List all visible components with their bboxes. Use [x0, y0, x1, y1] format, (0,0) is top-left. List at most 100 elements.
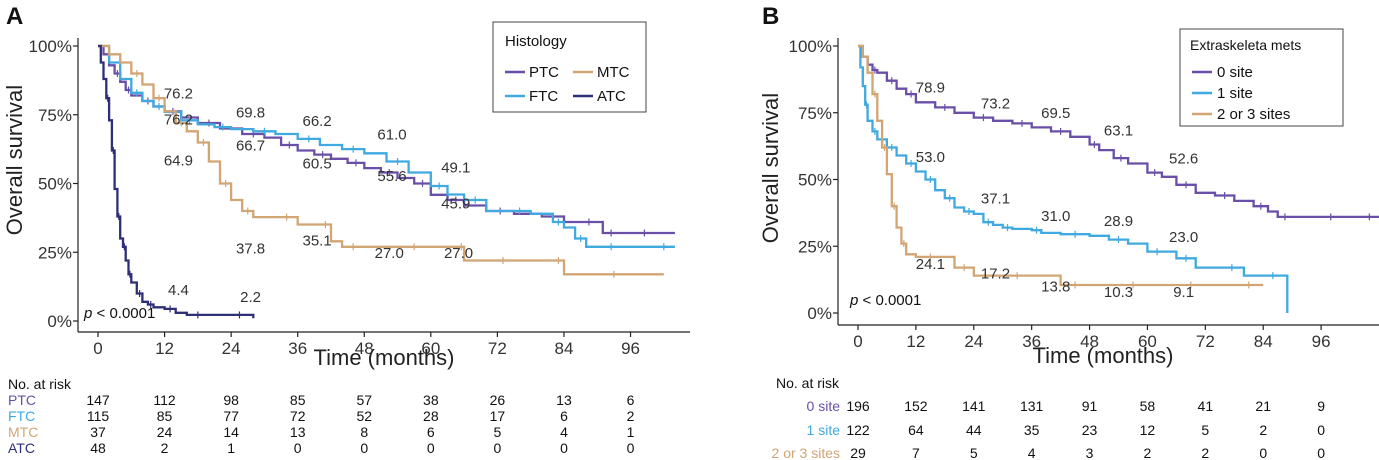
survival-annotation: 13.8 [1041, 279, 1070, 296]
legend-label-ftc: FTC [529, 88, 558, 105]
legend-label-1-site: 1 site [1217, 85, 1253, 102]
risk-cell-2-or-3-sites: 29 [850, 445, 866, 460]
survival-annotation: 45.9 [441, 195, 470, 212]
panel-b-risk-title: No. at risk [776, 375, 840, 391]
risk-cell-atc: 0 [294, 440, 302, 456]
panel-b-x-tick-label: 36 [1022, 332, 1041, 351]
panel-b-y-tick-label: 75% [798, 104, 832, 123]
survival-annotation: 66.7 [236, 138, 265, 155]
risk-cell-mtc: 37 [90, 424, 106, 440]
panel-a-x-tick-label: 36 [288, 339, 307, 358]
legend-entry-ptc: PTC [505, 64, 559, 81]
panel-a-curves [98, 44, 675, 319]
panel-a-risk-title: No. at risk [8, 376, 72, 392]
risk-cell-ftc: 115 [87, 408, 110, 424]
risk-cell-2-or-3-sites: 5 [970, 445, 978, 460]
risk-row-label-atc: ATC [8, 440, 35, 456]
panel-b-risk-rows: 0 site 196 152 141 131 91 58 41 21 91 site 122 64 44… [772, 398, 1326, 460]
legend-entry-mtc: MTC [573, 64, 630, 81]
risk-cell-atc: 0 [360, 440, 368, 456]
legend-entry-ftc: FTC [505, 88, 558, 105]
panel-b-legend-box [1179, 28, 1344, 127]
survival-annotation: 76.2 [164, 111, 193, 128]
panel-a-x-tick-label: 96 [621, 339, 640, 358]
survival-annotation: 27.0 [444, 245, 473, 262]
km-curve-2-or-3-sites [858, 44, 1264, 287]
survival-annotation: 66.2 [303, 113, 332, 130]
panel-a-annotations: 76.2 69.8 66.2 61.0 49.1 76.2 66.7 60.5 55.6 45.9… [164, 85, 473, 306]
legend-label-ptc: PTC [529, 64, 559, 81]
risk-cell-1-site: 5 [1201, 422, 1209, 438]
survival-annotation: 69.8 [236, 105, 265, 122]
risk-cell-2-or-3-sites: 2 [1144, 445, 1152, 460]
panel-b-y-tick-label: 50% [798, 171, 832, 190]
panel-b-y-tick-label: 100% [789, 37, 832, 56]
risk-cell-mtc: 24 [157, 424, 173, 440]
risk-row-label-1-site: 1 site [807, 422, 841, 438]
panel-a-x-tick-label: 48 [355, 339, 374, 358]
survival-annotation: 52.6 [1169, 150, 1198, 167]
panel-b-x-tick-label: 72 [1196, 332, 1215, 351]
panel-b-legend: Extraskeleta mets 0 site 1 site 2 or 3 s… [1179, 28, 1344, 127]
survival-annotation: 60.5 [303, 155, 332, 172]
risk-row-label-0-site: 0 site [807, 398, 841, 414]
legend-entry-atc: ATC [573, 88, 626, 105]
risk-cell-ptc: 85 [290, 392, 306, 408]
risk-cell-2-or-3-sites: 4 [1028, 445, 1036, 460]
risk-cell-mtc: 14 [223, 424, 239, 440]
survival-annotation: 24.1 [916, 256, 945, 273]
survival-annotation: 4.4 [168, 282, 189, 299]
risk-cell-0-site: 91 [1082, 398, 1098, 414]
panel-a-y-tick-label: 0% [47, 312, 72, 331]
risk-cell-atc: 0 [627, 440, 635, 456]
survival-annotation: 64.9 [164, 153, 193, 170]
panel-a-x-tick-label: 60 [421, 339, 440, 358]
risk-row-label-ftc: FTC [8, 408, 35, 424]
risk-cell-ftc: 17 [490, 408, 506, 424]
risk-cell-ptc: 26 [490, 392, 506, 408]
survival-annotation: 37.8 [236, 241, 265, 258]
survival-annotation: 73.2 [981, 96, 1010, 113]
panel-b-risk-table: No. at risk 0 site 196 152 141 131 91 58 41 21 9 1… [772, 375, 1326, 460]
risk-cell-ptc: 112 [153, 392, 176, 408]
panel-a-y-ticks: 0% 25% 50% 75% 100% [29, 37, 78, 331]
risk-cell-ptc: 147 [86, 392, 110, 408]
legend-label-mtc: MTC [597, 64, 630, 81]
panel-b: B Overall survival 0%25%50%75%100% 0 12 24… [758, 3, 1379, 460]
risk-cell-mtc: 4 [560, 424, 568, 440]
panel-a-x-tick-label: 12 [155, 339, 174, 358]
panel-a-x-tick-label: 72 [488, 339, 507, 358]
risk-cell-0-site: 58 [1140, 398, 1156, 414]
panel-a-p-value: p < 0.0001 [83, 305, 155, 322]
panel-b-annotations: 78.9 73.2 69.5 63.1 52.6 53.0 37.1 31.0 28.9 23.0… [916, 80, 1198, 301]
panel-a-y-tick-label: 25% [38, 243, 72, 262]
risk-cell-1-site: 44 [966, 422, 982, 438]
survival-annotation: 49.1 [441, 160, 470, 177]
survival-annotation: 2.2 [240, 289, 261, 306]
risk-cell-ftc: 72 [290, 408, 306, 424]
risk-cell-mtc: 8 [360, 424, 368, 440]
panel-a-x-ticks: 0 12 24 36 48 60 72 84 96 [93, 332, 640, 358]
panel-a-y-tick-label: 100% [29, 37, 72, 56]
panel-b-x-tick-label: 84 [1254, 332, 1273, 351]
survival-annotation: 35.1 [303, 232, 332, 249]
panel-b-y-tick-label: 25% [798, 237, 832, 256]
legend-label-atc: ATC [597, 88, 626, 105]
panel-a: A Overall survival 0%25%50%75%100% 0 12 24… [2, 3, 690, 456]
risk-cell-ptc: 13 [556, 392, 572, 408]
survival-annotation: 61.0 [377, 127, 406, 144]
survival-annotation: 78.9 [916, 80, 945, 97]
risk-cell-ptc: 98 [223, 392, 239, 408]
survival-annotation: 37.1 [981, 191, 1010, 208]
risk-cell-1-site: 23 [1082, 422, 1098, 438]
panel-b-legend-title: Extraskeleta mets [1190, 37, 1301, 53]
risk-cell-ftc: 2 [627, 408, 635, 424]
risk-cell-1-site: 64 [908, 422, 924, 438]
survival-annotation: 28.9 [1104, 213, 1133, 230]
panel-b-x-tick-label: 24 [964, 332, 983, 351]
panel-b-curves [858, 44, 1379, 313]
risk-cell-1-site: 35 [1024, 422, 1040, 438]
risk-cell-0-site: 41 [1198, 398, 1214, 414]
panel-b-x-tick-label: 0 [853, 332, 862, 351]
